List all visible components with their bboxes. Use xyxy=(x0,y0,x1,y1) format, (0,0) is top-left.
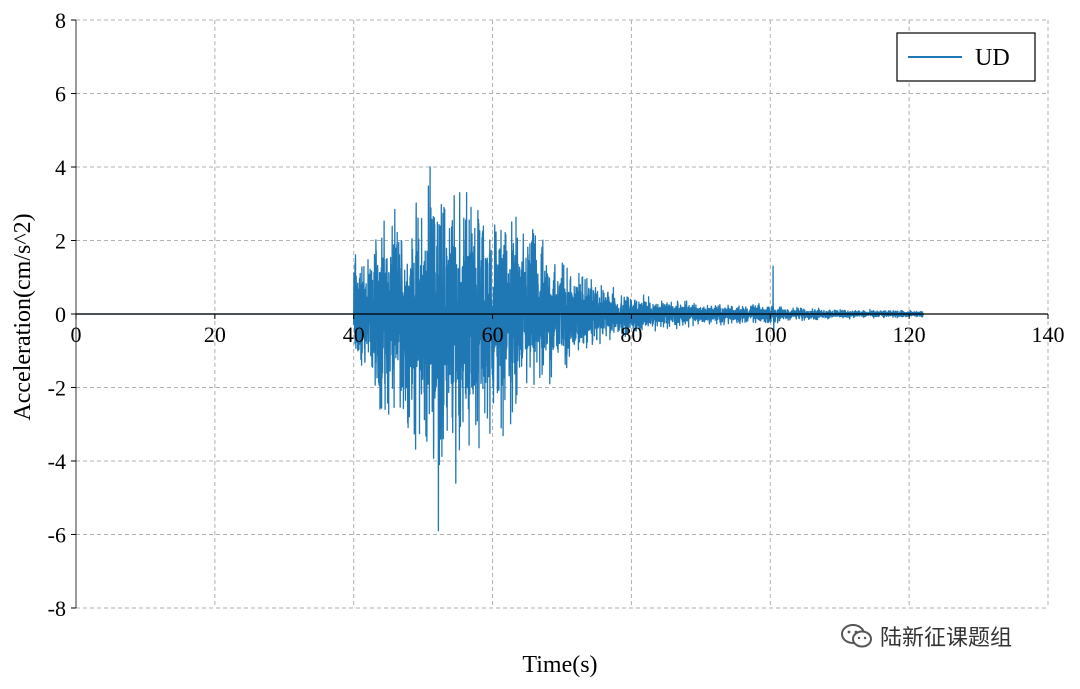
legend: UD xyxy=(896,32,1036,82)
x-tick-label: 120 xyxy=(893,322,926,347)
series-line-ud xyxy=(76,166,924,532)
y-tick-label: 8 xyxy=(55,8,66,33)
x-tick-label: 20 xyxy=(204,322,226,347)
y-tick-label: 4 xyxy=(55,155,66,180)
x-axis-label: Time(s) xyxy=(522,652,597,678)
y-tick-label: -2 xyxy=(48,376,66,401)
y-tick-label: 6 xyxy=(55,82,66,107)
y-tick-label: -6 xyxy=(48,523,66,548)
y-tick-label: -4 xyxy=(48,449,66,474)
legend-label-ud: UD xyxy=(975,45,1010,71)
axis-ticks: 0 20 40 60 80 100 120 140 -8 -6 -4 -2 0 2 4 6 8 xyxy=(48,8,1065,621)
series-ud xyxy=(76,166,924,532)
wechat-icon xyxy=(841,624,872,648)
x-tick-label: 140 xyxy=(1032,322,1065,347)
x-tick-label: 40 xyxy=(343,322,365,347)
y-tick-label: 2 xyxy=(55,229,66,254)
y-tick-label: 0 xyxy=(55,302,66,327)
x-tick-label: 60 xyxy=(482,322,504,347)
watermark-text: 陆新征课题组 xyxy=(880,626,1013,651)
x-tick-label: 0 xyxy=(71,322,82,347)
watermark: 陆新征课题组 xyxy=(840,620,1012,652)
x-tick-label: 100 xyxy=(754,322,787,347)
y-axis-label: Acceleration(cm/s^2) xyxy=(10,213,36,420)
y-tick-label: -8 xyxy=(48,596,66,621)
x-tick-label: 80 xyxy=(620,322,642,347)
